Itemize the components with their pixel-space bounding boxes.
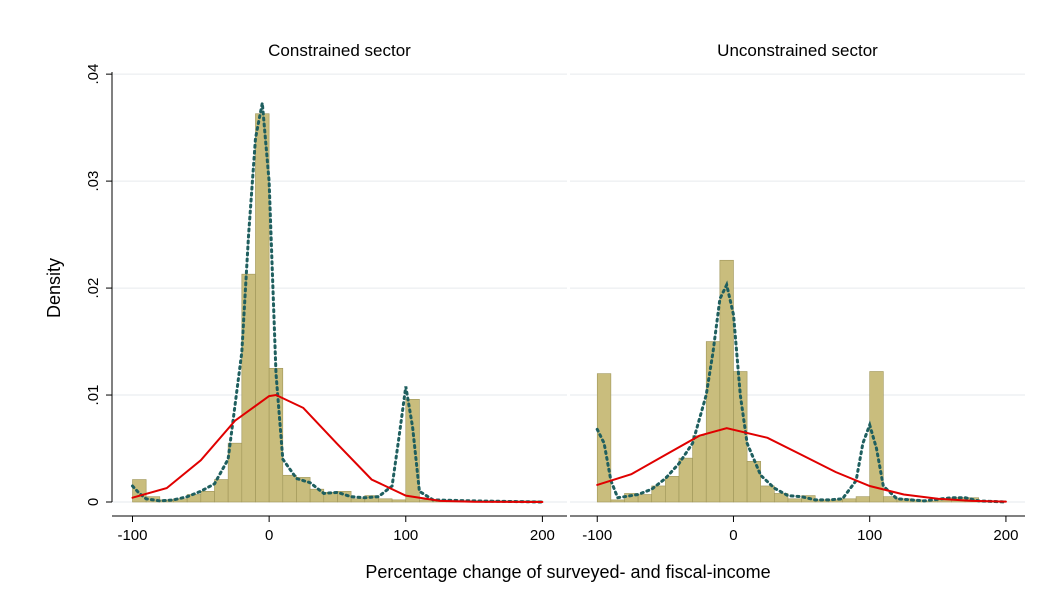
histogram-bar [637,494,653,503]
y-tick-label: .04 [85,64,102,85]
histogram-bar [391,499,407,503]
x-tick-label: 0 [729,527,737,544]
histogram-bar [282,474,297,503]
x-tick-label: 200 [993,527,1018,544]
y-tick-label: .02 [85,278,102,299]
histogram-bar [705,341,721,503]
y-tick-label: .01 [85,385,102,406]
histogram-bar [405,399,420,503]
panel-title: Constrained sector [268,41,411,60]
histogram-bar [787,498,802,503]
kernel-density [595,280,1008,504]
y-tick-label: .03 [85,171,102,192]
histogram-bar [378,498,393,503]
normal-density [131,393,544,503]
histogram-bar [309,488,325,503]
histogram-bar [200,491,215,503]
y-tick-label: 0 [85,498,102,506]
x-tick-label: 0 [265,527,273,544]
x-tick-label: 200 [530,527,555,544]
histogram-bar [692,435,707,503]
histogram-bar [350,498,366,503]
x-axis-title: Percentage change of surveyed- and fisca… [365,562,770,582]
histogram-bar [869,371,884,503]
normal-density [596,427,1007,503]
histogram-bar [842,498,857,503]
x-tick-label: 100 [857,527,882,544]
histogram-bar [760,485,775,503]
histogram-bar [610,499,625,503]
x-tick-label: 100 [393,527,418,544]
x-tick-label: -100 [582,527,612,544]
x-tick-label: -100 [117,527,147,544]
histogram-bar [855,496,871,503]
y-axis-title: Density [44,258,64,318]
panel-title: Unconstrained sector [717,41,878,60]
kernel-density [131,102,544,504]
histogram-bar [678,457,693,503]
histogram-bar [665,476,680,503]
